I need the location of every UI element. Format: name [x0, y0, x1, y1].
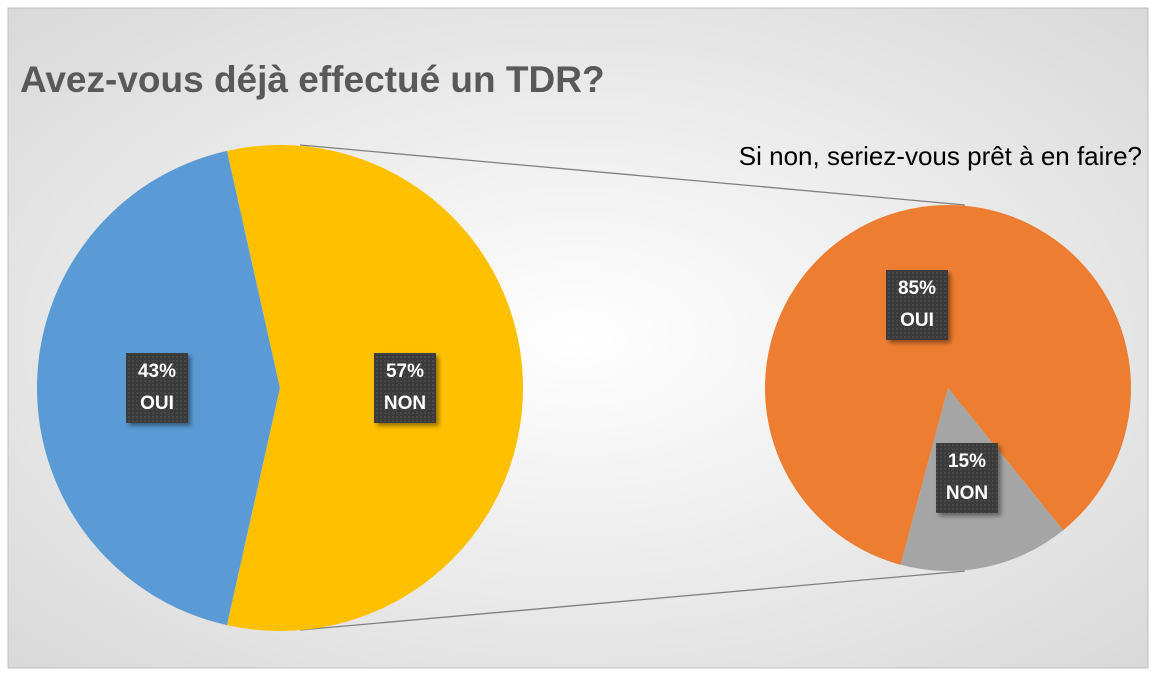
connector-line: [299, 144, 966, 206]
data-label-value: 43%: [138, 361, 176, 382]
data-label-value: 85%: [898, 278, 936, 299]
data-label-box: [374, 353, 436, 423]
data-label-value: 15%: [948, 451, 986, 472]
data-label-value: 57%: [386, 361, 424, 382]
data-label-box: [886, 270, 948, 340]
data-label-category: OUI: [140, 393, 174, 414]
data-label-category: NON: [946, 483, 988, 504]
pie-slice: [765, 204, 1132, 565]
chart-subtitle: Si non, seriez-vous prêt à en faire?: [739, 141, 1142, 171]
data-label-category: NON: [384, 393, 426, 414]
data-label-category: OUI: [900, 310, 934, 331]
data-label-box: [126, 353, 188, 423]
connector-line: [299, 570, 966, 631]
data-label-box: [936, 443, 998, 513]
chart-title: Avez-vous déjà effectué un TDR?: [20, 59, 605, 100]
